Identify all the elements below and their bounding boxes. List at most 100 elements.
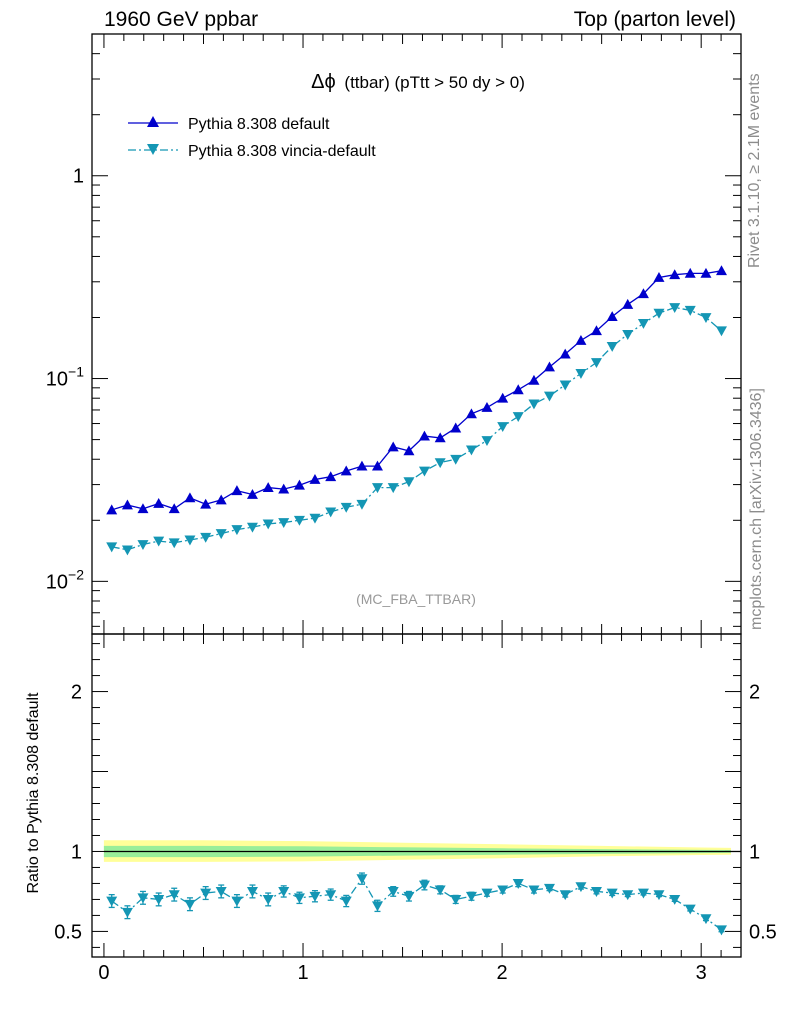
x-tick-label: 1 [297, 962, 308, 984]
data-point [653, 271, 665, 282]
ratio-point [215, 887, 227, 897]
ratio-point [340, 896, 352, 907]
mcplots-label: mcplots.cern.ch [arXiv:1306.3436] [748, 388, 765, 630]
data-point [293, 479, 305, 490]
data-point [450, 422, 462, 433]
ratio-point [653, 890, 665, 901]
data-point [387, 441, 399, 452]
ratio-point [106, 896, 118, 907]
data-point [121, 499, 133, 510]
data-point [106, 542, 118, 553]
ratio-point [543, 883, 555, 894]
data-point [246, 489, 258, 499]
data-point [278, 483, 290, 494]
ratio-y-tick-label: 0.5 [54, 921, 82, 943]
data-point [168, 538, 180, 549]
x-tick-label: 0 [98, 962, 109, 984]
data-point [309, 473, 321, 484]
data-point [700, 313, 712, 323]
data-point [481, 401, 493, 412]
data-point [293, 515, 305, 526]
ratio-point [371, 901, 383, 912]
y-tick-label: 10−2 [46, 566, 84, 593]
data-point [184, 535, 196, 546]
data-point [137, 503, 149, 514]
data-point [153, 498, 165, 508]
ratio-point [356, 874, 368, 885]
data-point [153, 536, 165, 547]
ratio-plot-frame [91, 633, 742, 958]
ratio-point [200, 888, 212, 899]
ratio-point [684, 904, 696, 915]
ratio-point [497, 885, 509, 896]
data-point [590, 325, 602, 336]
ratio-y-axis-label: Ratio to Pythia 8.308 default [25, 692, 42, 894]
data-point [590, 358, 602, 368]
ratio-point [637, 888, 649, 899]
data-point [340, 502, 352, 513]
ratio-point [153, 895, 165, 905]
legend-label-vincia: Pythia 8.308 vincia-default [188, 143, 376, 160]
ratio-y-tick-label-right: 2 [749, 682, 760, 704]
ratio-point [559, 890, 571, 901]
legend-label-default: Pythia 8.308 default [188, 116, 330, 133]
ratio-point [450, 895, 462, 905]
data-point [528, 374, 540, 385]
data-point [418, 466, 430, 477]
data-point [325, 507, 337, 518]
data-point [606, 342, 618, 352]
data-point [497, 392, 509, 403]
data-point [684, 305, 696, 316]
ratio-point [590, 887, 602, 897]
rivet-label: Rivet 3.1.10, ≥ 2.1M events [746, 73, 763, 268]
data-point [715, 326, 727, 337]
ratio-point [325, 890, 337, 901]
data-point [309, 513, 321, 524]
data-point [559, 348, 571, 359]
plot-text: Δϕ (ttbar) (pTtt > 50 dy > 0) (MC_FBA_TT… [25, 71, 525, 894]
data-point [465, 408, 477, 419]
ratio-point [418, 880, 430, 891]
data-point [497, 422, 509, 433]
series-line [111, 270, 722, 511]
data-point [200, 532, 212, 543]
ratio-point [403, 891, 415, 902]
data-point [653, 308, 665, 319]
data-point [622, 330, 634, 340]
ratio-point [121, 907, 133, 918]
data-point [231, 525, 243, 536]
data-point [684, 267, 696, 278]
ratio-point [715, 925, 727, 936]
ratio-y-tick-label-right: 0.5 [749, 921, 777, 943]
plot-title: Δϕ (ttbar) (pTtt > 50 dy > 0) [311, 71, 525, 93]
plot-title-text: (ttbar) (pTtt > 50 dy > 0) [344, 73, 524, 92]
data-point [106, 504, 118, 515]
data-point [121, 545, 133, 556]
data-point [356, 499, 368, 510]
x-tick-label: 2 [497, 962, 508, 984]
ratio-line [111, 877, 722, 931]
ratio-plot [103, 840, 741, 936]
data-point [231, 485, 243, 496]
ratio-y-tick-label-right: 1 [749, 841, 760, 863]
data-point [356, 460, 368, 471]
data-point [184, 492, 196, 503]
ratio-point [575, 882, 587, 893]
data-point [418, 430, 430, 441]
ratio-point [278, 887, 290, 897]
ratio-point [309, 891, 321, 902]
ratio-point [481, 888, 493, 899]
header-left: 1960 GeV ppbar [104, 8, 259, 31]
ratio-point [606, 888, 618, 899]
data-point [450, 454, 462, 465]
ratio-y-tick-label: 2 [71, 682, 82, 704]
ratio-point [528, 885, 540, 896]
data-point [403, 477, 415, 488]
ratio-y-tick-label: 1 [71, 841, 82, 863]
data-point [669, 303, 681, 314]
data-point [637, 288, 649, 299]
data-point [371, 483, 383, 494]
series-vincia [106, 303, 727, 556]
ratio-series-vincia [106, 872, 727, 936]
